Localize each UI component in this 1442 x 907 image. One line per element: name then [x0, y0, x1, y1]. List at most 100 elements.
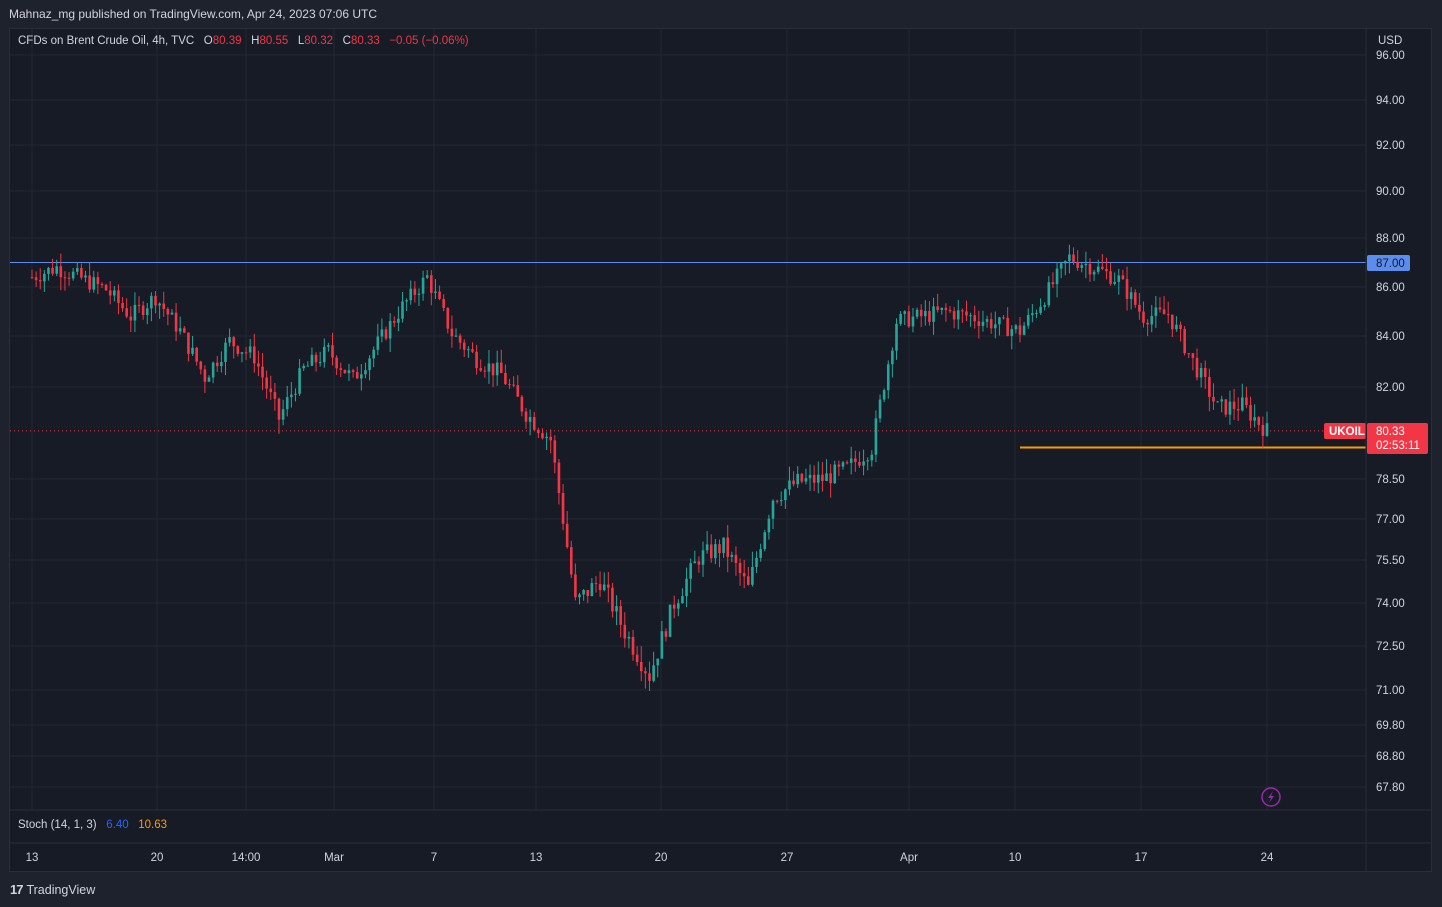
candle [51, 258, 54, 276]
candle [685, 567, 688, 608]
candle-body [870, 454, 874, 461]
candle [973, 305, 977, 329]
candle [619, 600, 622, 638]
candle [55, 259, 58, 277]
candle-body [273, 392, 277, 399]
candle [631, 629, 635, 661]
candle [520, 394, 524, 417]
candle-body [652, 665, 655, 681]
time-tick-label: 7 [431, 852, 437, 864]
candle-body [1133, 292, 1137, 305]
candle [952, 307, 956, 329]
candle [994, 311, 997, 339]
candle [903, 310, 907, 326]
candle [895, 318, 898, 360]
candle-body [220, 362, 223, 367]
candle [1072, 247, 1075, 265]
candle [1113, 272, 1116, 286]
candle-body [1261, 424, 1265, 436]
candle-body [1002, 317, 1005, 319]
candle [1051, 272, 1055, 288]
candle-body [298, 368, 301, 394]
candle [956, 299, 960, 330]
chart-legend[interactable]: CFDs on Brent Crude Oil, 4h, TVC O80.39 … [18, 35, 469, 47]
price-tick-label: 78.50 [1376, 474, 1405, 486]
candle-body [607, 584, 610, 588]
candle-body [80, 268, 83, 278]
candle [1039, 298, 1042, 315]
candle-body [1245, 397, 1248, 406]
candle-body [747, 576, 750, 585]
candle [590, 578, 594, 597]
candle-body [467, 349, 470, 351]
candle-body [417, 293, 421, 295]
candle-body [88, 275, 91, 290]
candle [1084, 251, 1088, 279]
candle [1199, 362, 1203, 388]
candle-body [211, 362, 215, 378]
candle-body [528, 417, 532, 422]
candle [1253, 404, 1256, 428]
candle-body [392, 321, 396, 323]
price-axis[interactable]: USD 96.00 94.00 92.00 90.00 88.00 86.00 84.00 8… [1376, 35, 1405, 794]
lightning-icon[interactable] [1261, 787, 1281, 807]
candle [108, 281, 112, 305]
candle-body [253, 346, 256, 364]
candle-body [1076, 261, 1079, 268]
candle-body [965, 311, 968, 316]
candle-body [1154, 307, 1158, 316]
candle-body [611, 587, 614, 612]
time-tick-label: 17 [1135, 852, 1148, 864]
candle-body [998, 317, 1001, 325]
time-axis[interactable]: 13 20 14:00 Mar 7 13 20 27 Apr 10 17 24 [26, 852, 1274, 864]
candle [677, 599, 680, 617]
candle-body [421, 277, 425, 294]
candle [1133, 289, 1137, 308]
candle-body [92, 277, 96, 290]
candle [722, 537, 725, 558]
candle-body [969, 315, 972, 317]
candle [639, 646, 643, 682]
candle [833, 460, 837, 485]
alert-button[interactable] [1261, 787, 1281, 807]
candle [784, 488, 787, 509]
candle-body [1232, 401, 1236, 410]
candle [886, 360, 890, 399]
candle [854, 450, 857, 472]
candle [841, 460, 845, 470]
candle [516, 375, 520, 397]
candle-body [364, 370, 367, 375]
candle-body [874, 418, 878, 455]
candle-body [821, 474, 824, 481]
candle-body [1092, 271, 1096, 275]
brand[interactable]: 17 TradingView [10, 882, 95, 897]
candle-body [265, 377, 268, 389]
candle [652, 651, 655, 683]
candle-body [882, 390, 886, 400]
candle-body [792, 480, 795, 485]
candle [586, 590, 590, 604]
candle [1236, 397, 1240, 422]
candle-body [51, 267, 54, 274]
candle [1216, 400, 1219, 403]
candle-body [59, 266, 63, 278]
candle-body [545, 436, 548, 439]
candle [1006, 307, 1009, 337]
candle [454, 328, 458, 338]
candle [755, 551, 758, 573]
candle-body [915, 309, 919, 317]
candle-body [1249, 405, 1252, 421]
candle [145, 303, 149, 325]
candle [1105, 257, 1108, 280]
time-tick-label: 27 [781, 852, 794, 864]
price-tick-label: 84.00 [1376, 331, 1405, 343]
candle [421, 270, 425, 301]
last-price-label: 80.33 [1376, 426, 1405, 438]
candle [174, 303, 178, 342]
candle [821, 462, 824, 492]
candle [1208, 368, 1211, 412]
candle [1142, 301, 1145, 328]
stochastic-legend[interactable]: Stoch (14, 1, 3) 6.40 10.63 [18, 819, 167, 831]
candle [1154, 296, 1158, 328]
